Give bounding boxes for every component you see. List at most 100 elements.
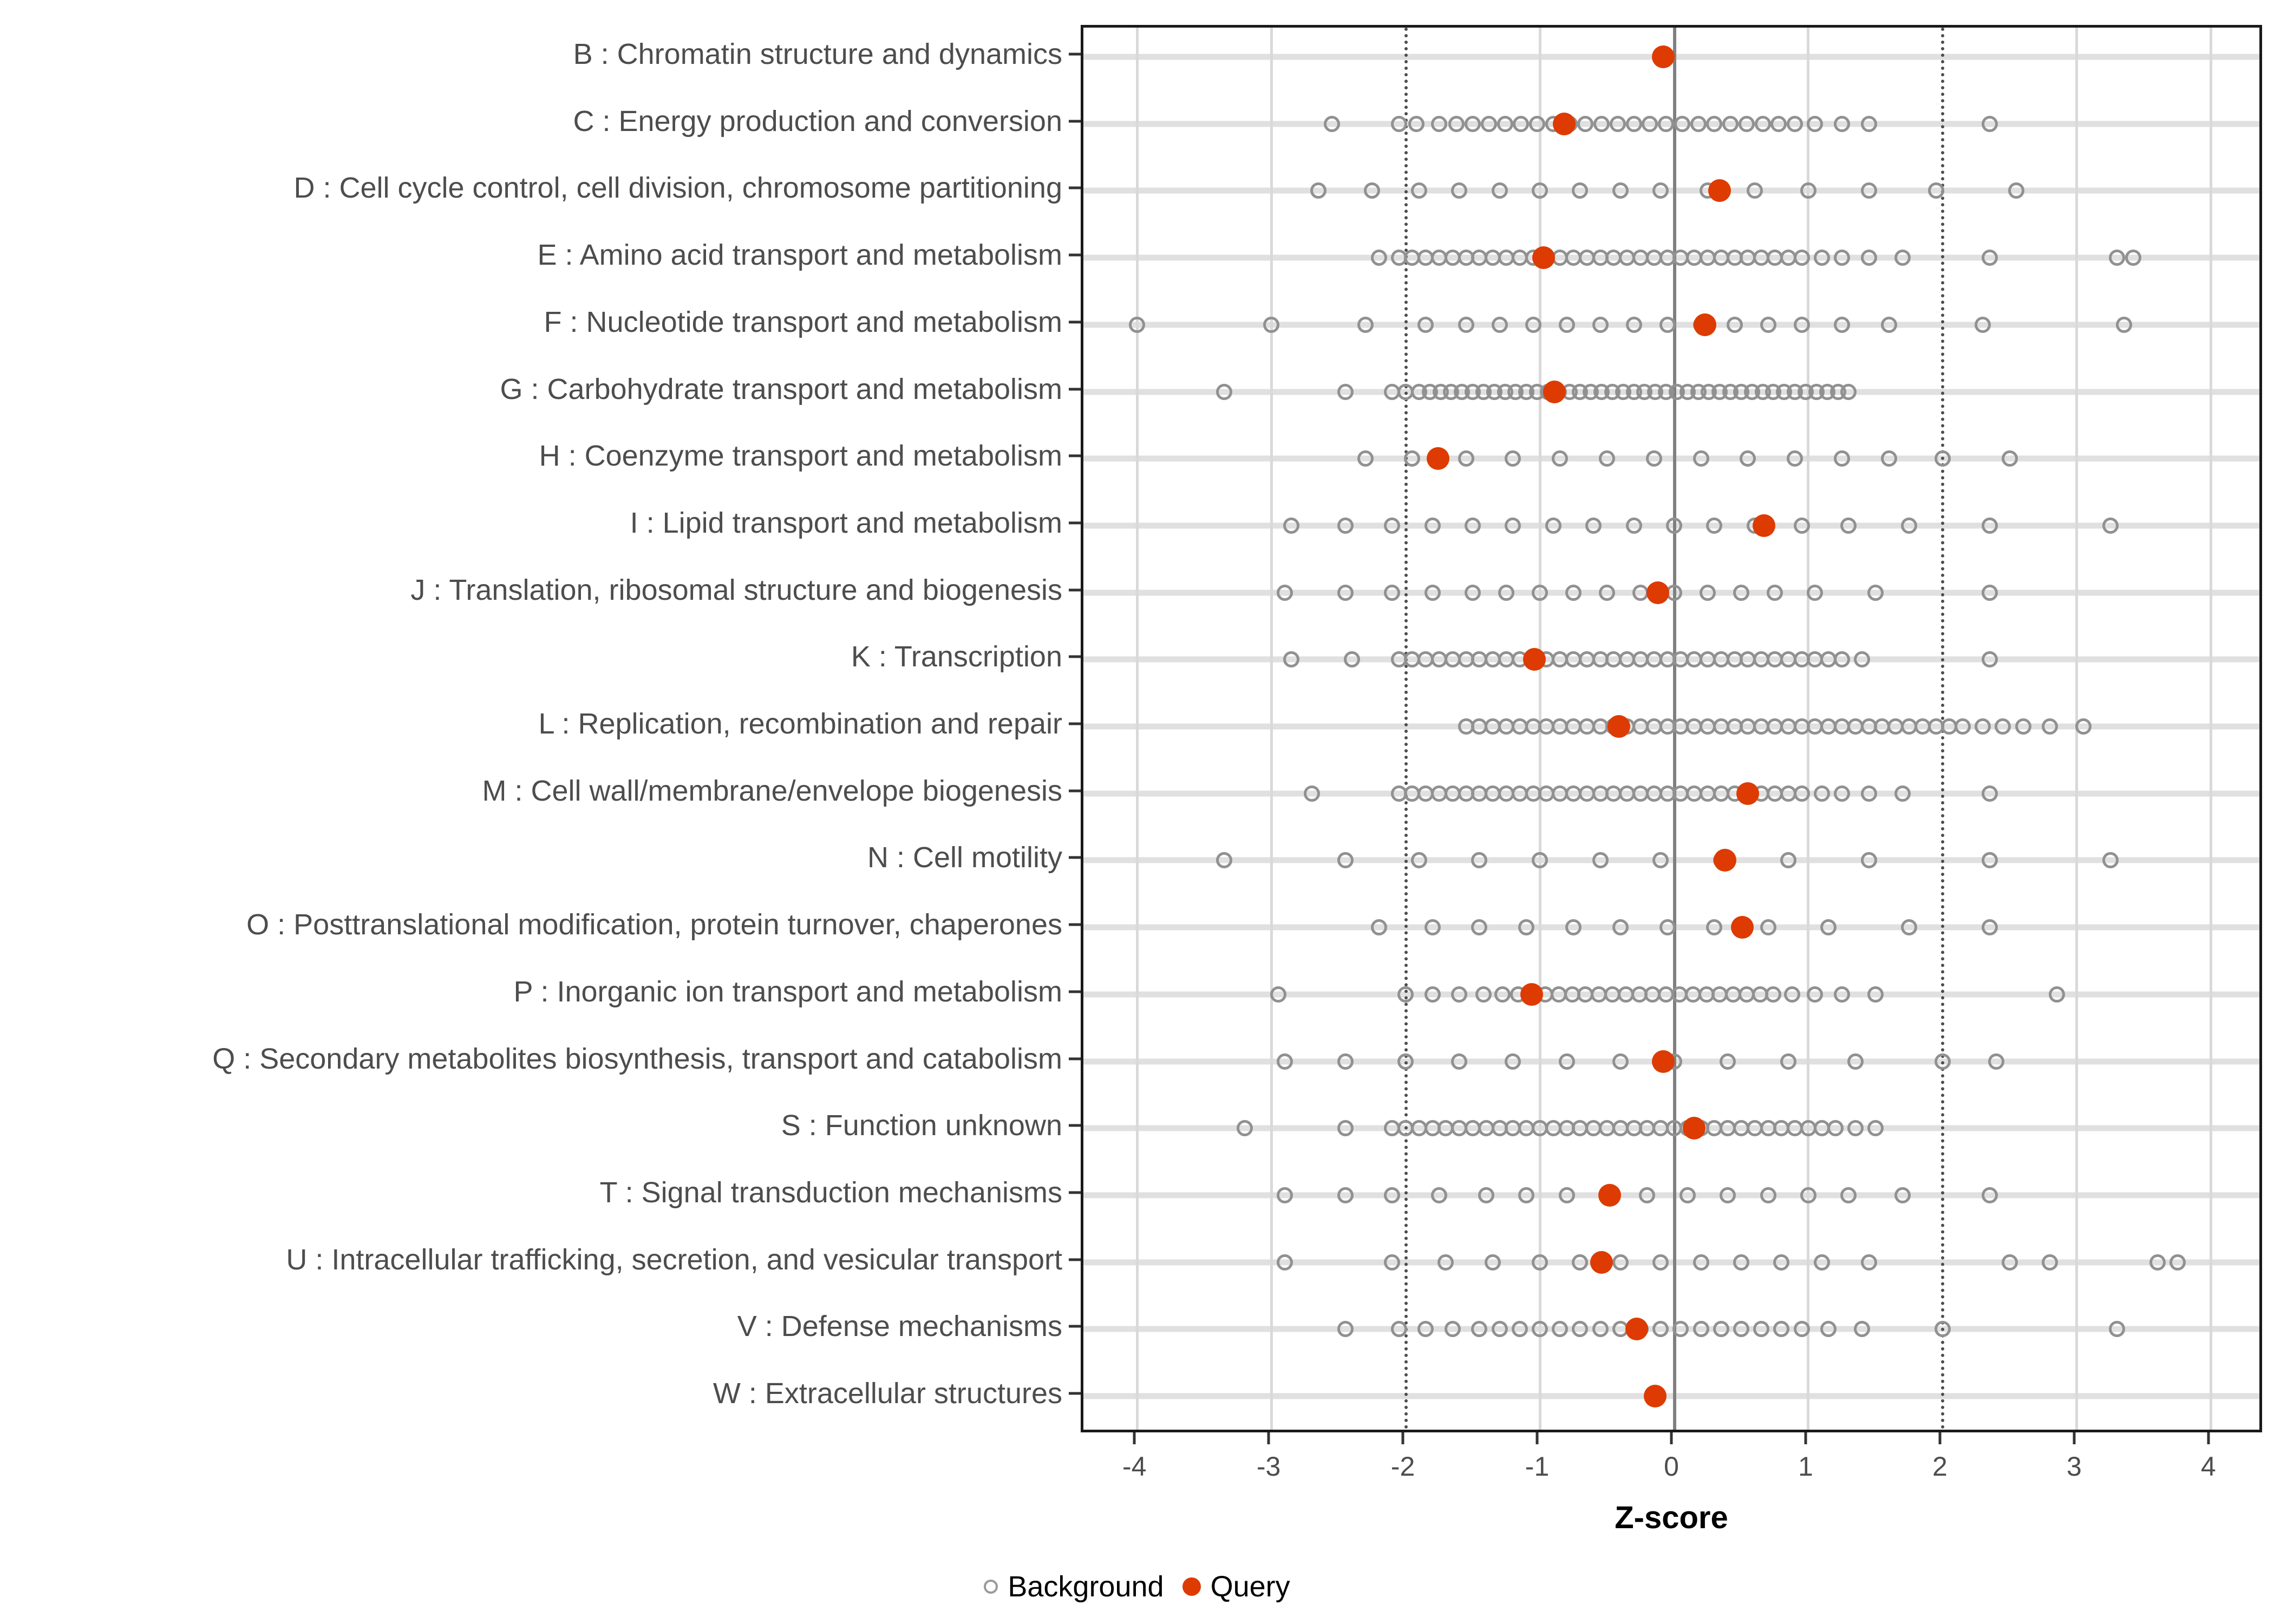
query-point: [1625, 1318, 1648, 1341]
query-point: [1552, 112, 1576, 135]
background-point: [1840, 1187, 1857, 1203]
y-tick-mark: [1069, 923, 1081, 926]
x-tick-mark: [1267, 1432, 1270, 1444]
y-axis-label: D : Cell cycle control, cell division, c…: [293, 172, 1062, 205]
background-point: [1793, 316, 1810, 333]
background-point: [2115, 316, 2132, 333]
y-tick-mark: [1069, 856, 1081, 859]
background-point: [1975, 316, 1991, 333]
background-point: [1337, 584, 1354, 601]
background-point: [1981, 1187, 1998, 1203]
background-point: [1720, 1053, 1736, 1070]
background-point: [1572, 182, 1589, 199]
y-axis-label: H : Coenzyme transport and metabolism: [539, 440, 1062, 473]
background-point: [1532, 182, 1548, 199]
background-point: [1480, 115, 1497, 132]
background-point: [1807, 986, 1824, 1003]
background-point: [1981, 250, 1998, 266]
background-point: [1424, 986, 1441, 1003]
query-point: [1646, 581, 1670, 604]
x-tick-label: -3: [1256, 1451, 1281, 1482]
y-tick-mark: [1069, 1392, 1081, 1395]
y-axis-label: Q : Secondary metabolites biosynthesis, …: [212, 1042, 1062, 1075]
background-point: [1642, 115, 1658, 132]
background-point: [1827, 1120, 1844, 1137]
background-point: [1505, 450, 1521, 467]
background-point: [1981, 919, 1998, 936]
y-axis-label: L : Replication, recombination and repai…: [538, 708, 1062, 740]
background-point: [1693, 1321, 1709, 1338]
background-point: [1722, 115, 1739, 132]
background-point: [1800, 1187, 1816, 1203]
background-point: [1867, 584, 1884, 601]
background-point: [2042, 1254, 2059, 1271]
background-point: [1693, 450, 1709, 467]
open-circle-icon: [984, 1580, 998, 1594]
y-axis-label: J : Translation, ribosomal structure and…: [410, 573, 1062, 606]
background-point: [2042, 718, 2059, 735]
background-point: [1384, 584, 1401, 601]
query-point: [1532, 246, 1556, 270]
y-tick-mark: [1069, 588, 1081, 592]
background-point: [1981, 584, 1998, 601]
background-point: [1465, 115, 1481, 132]
background-point: [1860, 250, 1877, 266]
x-gridline: [1135, 28, 1139, 1430]
query-point: [1708, 179, 1731, 202]
background-point: [1765, 986, 1782, 1003]
y-axis-label: F : Nucleotide transport and metabolism: [544, 305, 1062, 338]
background-point: [1666, 517, 1682, 534]
background-point: [1713, 1321, 1729, 1338]
background-point: [1840, 383, 1857, 400]
background-point: [1323, 115, 1340, 132]
background-point: [1860, 115, 1877, 132]
background-point: [1612, 182, 1629, 199]
background-point: [1860, 182, 1877, 199]
background-point: [1746, 182, 1763, 199]
background-point: [1672, 1321, 1689, 1338]
background-point: [1424, 584, 1441, 601]
row-gridline: [1083, 187, 2259, 194]
y-tick-mark: [1069, 120, 1081, 123]
background-point: [1807, 115, 1824, 132]
background-point: [2001, 1254, 2018, 1271]
background-point: [1593, 115, 1610, 132]
background-point: [1410, 852, 1427, 869]
background-point: [1860, 1254, 1877, 1271]
background-point: [1532, 584, 1548, 601]
background-point: [1793, 517, 1810, 534]
background-point: [1592, 1321, 1609, 1338]
query-point: [1426, 447, 1449, 470]
background-point: [1471, 852, 1488, 869]
background-point: [1491, 1321, 1508, 1338]
background-point: [1955, 718, 1971, 735]
chart-legend: Background Query: [0, 1570, 2274, 1603]
background-point: [1766, 584, 1783, 601]
x-tick-mark: [2073, 1432, 2076, 1444]
y-tick-mark: [1069, 186, 1081, 189]
background-point: [1740, 450, 1756, 467]
background-point: [1592, 316, 1609, 333]
background-point: [1518, 919, 1535, 936]
background-point: [1770, 115, 1787, 132]
background-point: [1437, 1254, 1454, 1271]
query-point: [1543, 380, 1566, 403]
row-gridline: [1083, 1259, 2259, 1266]
background-point: [1784, 986, 1801, 1003]
y-tick-mark: [1069, 53, 1081, 56]
background-point: [1558, 316, 1575, 333]
background-point: [2149, 1254, 2166, 1271]
background-point: [1283, 651, 1300, 668]
background-point: [1599, 450, 1616, 467]
x-tick-label: 1: [1798, 1451, 1813, 1482]
background-point: [1860, 852, 1877, 869]
background-point: [1658, 115, 1675, 132]
background-point: [1505, 1053, 1521, 1070]
background-point: [1894, 1187, 1911, 1203]
background-point: [1404, 450, 1421, 467]
background-point: [1491, 316, 1508, 333]
background-point: [1793, 785, 1810, 802]
background-point: [1659, 316, 1676, 333]
x-tick-mark: [1670, 1432, 1673, 1444]
